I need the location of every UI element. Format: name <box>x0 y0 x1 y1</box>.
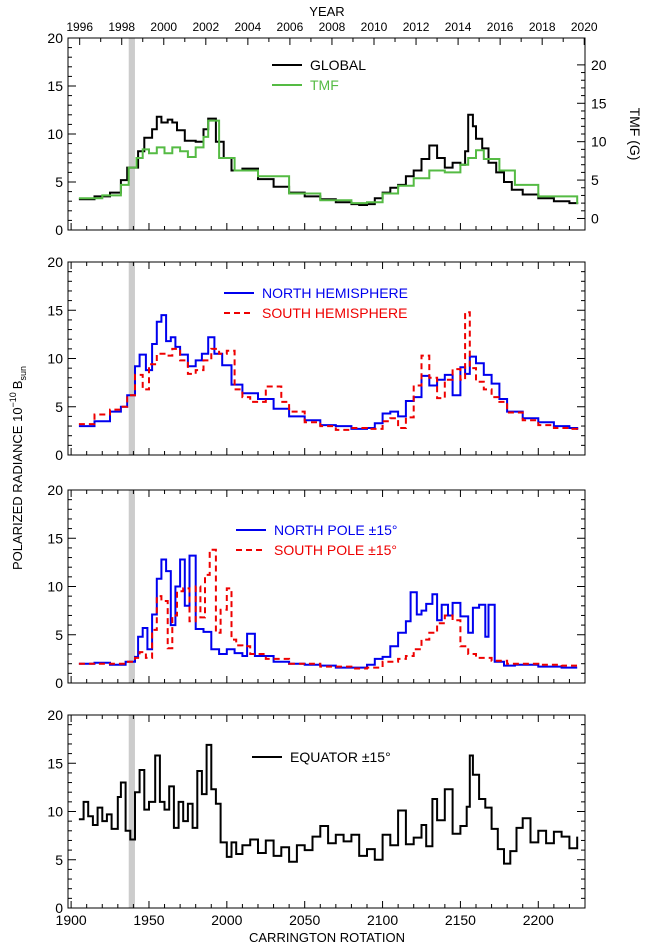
legend-label: SOUTH HEMISPHERE <box>262 305 407 321</box>
x-tick-label: 2000 <box>211 912 242 928</box>
year-tick-label: 2000 <box>150 20 177 34</box>
x-tick-label: 2050 <box>289 912 320 928</box>
series-north-pole-15 <box>78 554 578 669</box>
shared-y-axis-label: POLARIZED RADIANCE 10−10 Bsun <box>8 366 28 570</box>
series-north-hemisphere <box>78 314 579 430</box>
year-tick-label: 2020 <box>571 20 598 34</box>
legend-label: GLOBAL <box>310 57 366 73</box>
series-tmf <box>78 119 579 205</box>
tmf-tick-label: 5 <box>591 172 599 188</box>
y-tick-label: 20 <box>47 254 63 270</box>
year-tick-label: 2004 <box>235 20 262 34</box>
y-tick-label: 10 <box>47 804 63 820</box>
series-south-hemisphere <box>78 311 579 431</box>
panel-global: 0 5 10 15 20 0 5 10 15 20 TMF (G) GLOBAL TMF <box>47 30 643 238</box>
y-tick-label: 15 <box>47 530 63 546</box>
year-tick-label: 1998 <box>108 20 135 34</box>
year-tick-label: 1996 <box>66 20 93 34</box>
x-tick-label: 1950 <box>133 912 164 928</box>
y-label-exponent: −10 <box>8 392 18 407</box>
tmf-tick-label: 20 <box>591 57 607 73</box>
y-tick-label: 15 <box>47 302 63 318</box>
y-tick-label: 10 <box>47 126 63 142</box>
tmf-axis-label: TMF (G) <box>627 108 643 161</box>
x-tick-label: 1900 <box>56 912 87 928</box>
x-tick-label: 2150 <box>445 912 476 928</box>
y-tick-label: 20 <box>47 482 63 498</box>
legend-label: SOUTH POLE ±15° <box>274 542 397 558</box>
year-tick-label: 2014 <box>445 20 472 34</box>
series-south-pole-15 <box>78 548 579 670</box>
tmf-tick-label: 0 <box>591 210 599 226</box>
year-tick-label: 2012 <box>403 20 430 34</box>
data-gap-band <box>128 490 135 683</box>
y-tick-label: 10 <box>47 351 63 367</box>
data-gap-band <box>128 38 135 230</box>
year-tick-label: 2002 <box>192 20 219 34</box>
y-tick-label: 0 <box>55 900 63 916</box>
year-tick-label: 2018 <box>529 20 556 34</box>
year-tick-label: 2006 <box>277 20 304 34</box>
y-label-unit: B <box>10 381 25 390</box>
legend-label: EQUATOR ±15° <box>290 749 391 765</box>
y-label-subscript: sun <box>18 366 28 381</box>
x-tick-label: 2100 <box>367 912 398 928</box>
tmf-tick-label: 15 <box>591 95 607 111</box>
year-tick-label: 2016 <box>487 20 514 34</box>
y-tick-label: 0 <box>55 222 63 238</box>
year-axis: YEAR 1996 1998 2000 2002 2004 2006 2008 2010 201… <box>66 4 598 45</box>
legend-label: NORTH HEMISPHERE <box>262 285 408 301</box>
y-tick-label: 10 <box>47 579 63 595</box>
x-axis-label: CARRINGTON ROTATION <box>249 930 405 945</box>
y-tick-label: 0 <box>55 447 63 463</box>
x-tick-label: 2200 <box>523 912 554 928</box>
y-tick-label: 5 <box>55 627 63 643</box>
y-tick-label: 5 <box>55 174 63 190</box>
year-tick-label: 2010 <box>361 20 388 34</box>
year-axis-label: YEAR <box>309 4 344 19</box>
legend-label: TMF <box>310 77 339 93</box>
legend-label: NORTH POLE ±15° <box>274 522 398 538</box>
panel-hemispheres: 0 5 10 15 20 NORTH HEMISPHERE SOUTH HEMISPHERE <box>47 254 586 463</box>
data-gap-band <box>128 715 135 908</box>
y-tick-label: 15 <box>47 755 63 771</box>
y-tick-label: 15 <box>47 78 63 94</box>
data-gap-band <box>128 262 135 455</box>
plot-frame <box>67 714 586 909</box>
tmf-tick-label: 10 <box>591 134 607 150</box>
year-tick-label: 2008 <box>319 20 346 34</box>
panel-poles: 0 5 10 15 20 NORTH POLE ±15° SOUTH POLE ±15° <box>47 482 586 691</box>
series-global <box>78 113 579 206</box>
y-tick-label: 5 <box>55 852 63 868</box>
y-tick-label: 20 <box>47 30 63 46</box>
y-tick-label: 5 <box>55 399 63 415</box>
series-equator-15 <box>78 743 579 865</box>
panel-equator: 0 5 10 15 20 1900 1950 2000 2050 2100 2150 2200 EQUA… <box>47 707 586 928</box>
y-tick-label: 20 <box>47 707 63 723</box>
y-label-main: POLARIZED RADIANCE 10 <box>10 407 25 570</box>
y-tick-label: 0 <box>55 675 63 691</box>
